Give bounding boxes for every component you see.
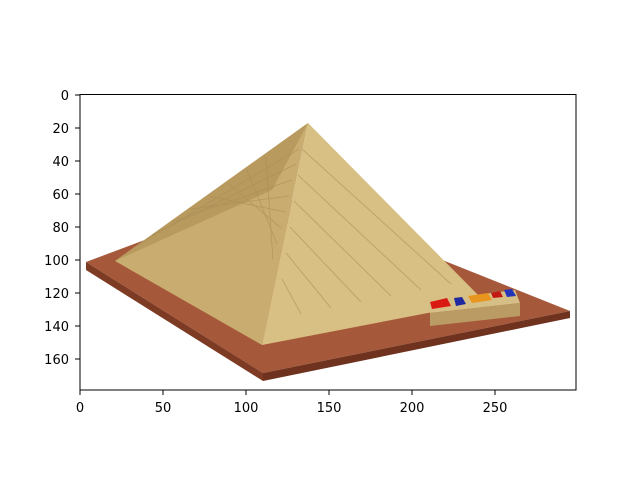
block-detail-orange xyxy=(468,293,492,303)
block-detail-blue-2 xyxy=(504,289,516,297)
x-tick-label: 150 xyxy=(317,401,342,416)
pyramid-step-lines xyxy=(132,148,452,315)
y-tick-label: 40 xyxy=(52,155,69,170)
x-tick-label: 100 xyxy=(234,401,259,416)
block-detail-blue xyxy=(454,297,466,306)
block-detail-red-2 xyxy=(491,291,503,298)
x-axis: 0 50 100 150 200 250 xyxy=(76,390,508,416)
y-tick-label: 0 xyxy=(61,89,69,104)
y-tick-label: 80 xyxy=(52,221,69,236)
x-tick-label: 200 xyxy=(400,401,425,416)
pyramid-right-face xyxy=(262,123,485,345)
pyramid-back-face xyxy=(115,123,308,261)
y-tick-label: 140 xyxy=(44,320,69,335)
y-tick-label: 60 xyxy=(52,188,69,203)
y-tick-label: 20 xyxy=(52,122,69,137)
y-axis: 0 20 40 60 80 100 120 140 160 xyxy=(44,89,80,368)
y-tick-label: 120 xyxy=(44,287,69,302)
ground-right-side xyxy=(263,311,570,381)
block-detail-red xyxy=(430,298,451,309)
ground-left-side xyxy=(86,262,263,381)
y-tick-label: 100 xyxy=(44,254,69,269)
x-tick-label: 50 xyxy=(155,401,172,416)
y-tick-label: 160 xyxy=(44,353,69,368)
x-tick-label: 0 xyxy=(76,401,84,416)
x-tick-label: 250 xyxy=(483,401,508,416)
block-front xyxy=(430,303,520,326)
